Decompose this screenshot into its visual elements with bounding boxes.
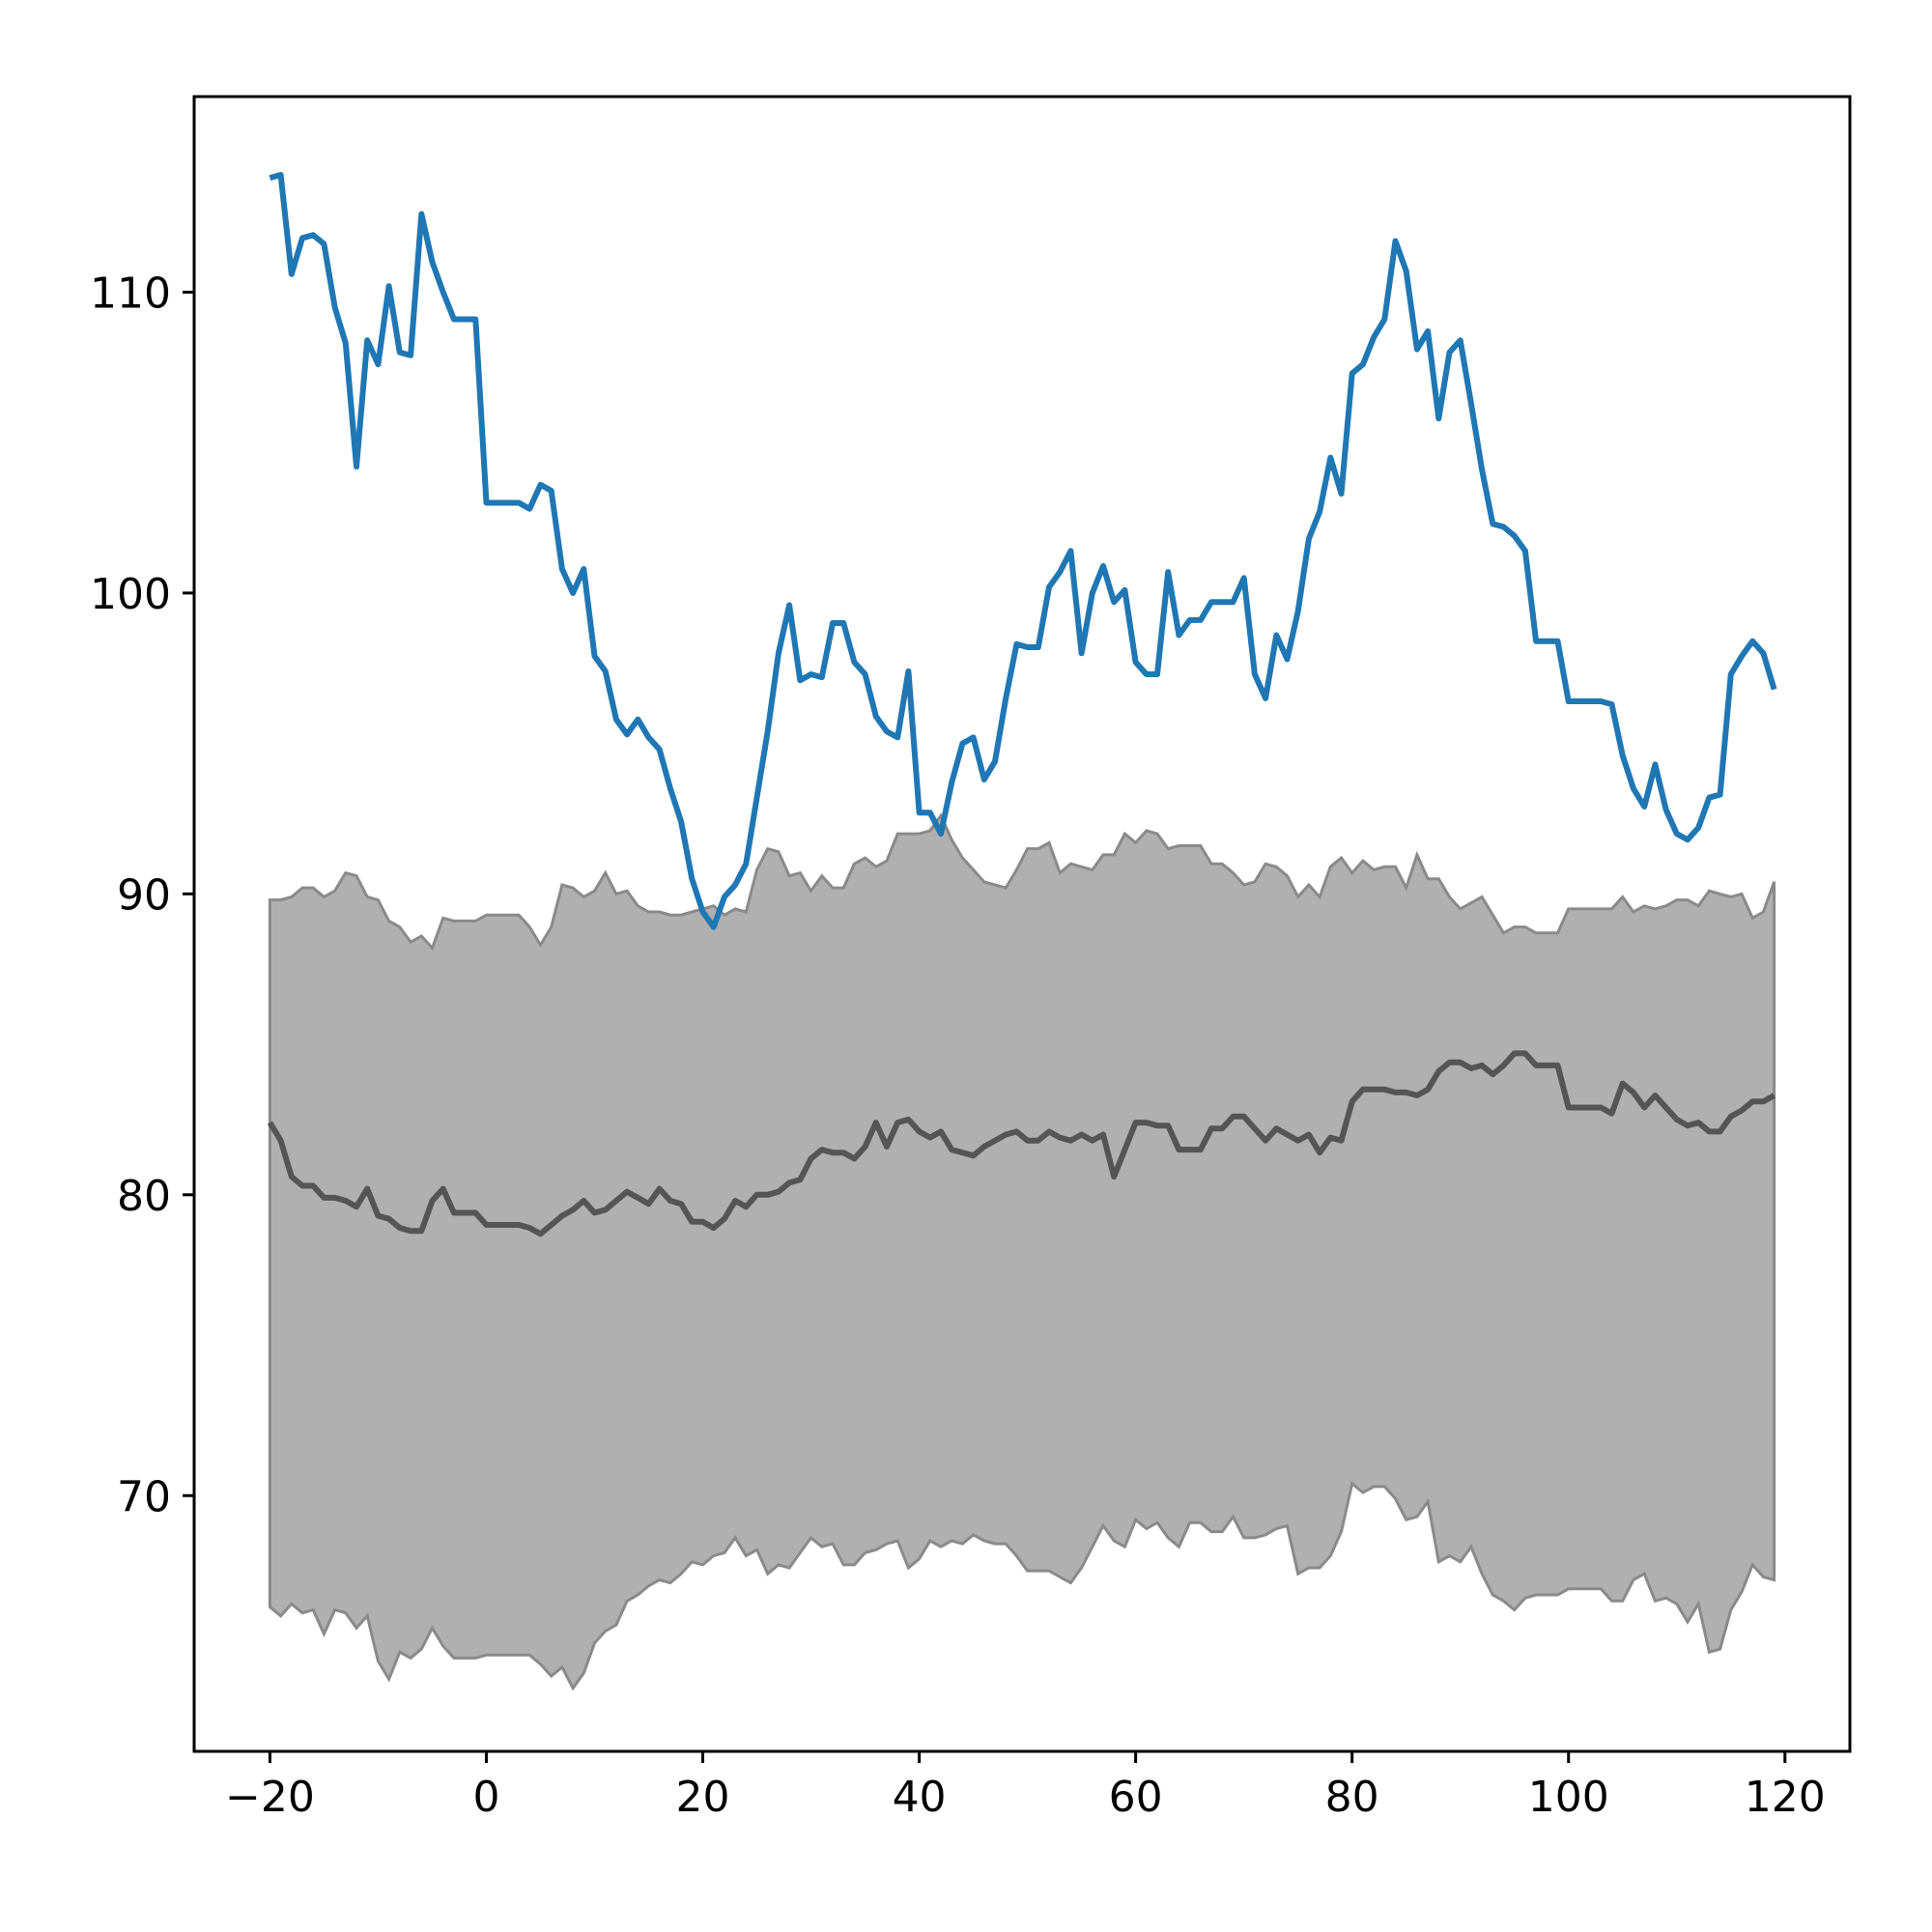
- x-tick-label: 120: [1745, 1773, 1826, 1822]
- x-tick-label: 100: [1528, 1773, 1609, 1822]
- series-line-center: [267, 1050, 1776, 1237]
- y-tick-label: 90: [117, 870, 171, 920]
- x-tick-label: 20: [676, 1773, 730, 1822]
- interval-band: [268, 812, 1776, 1691]
- plot-frame: [192, 95, 1852, 1753]
- x-tick-label: 80: [1325, 1773, 1379, 1822]
- y-tick-label: 70: [117, 1472, 171, 1521]
- y-tick-label: 100: [90, 570, 171, 619]
- x-axis: −20 0 20 40 60 80 100 120: [225, 1751, 1826, 1822]
- y-tick-label: 80: [117, 1172, 171, 1221]
- x-tick-label: 0: [472, 1773, 499, 1822]
- x-tick-label: −20: [225, 1773, 315, 1822]
- plot-area: [267, 172, 1777, 1691]
- y-tick-label: 110: [90, 269, 171, 318]
- x-tick-label: 60: [1109, 1773, 1163, 1822]
- y-axis: 70 80 90 100 110: [90, 269, 194, 1521]
- x-tick-label: 40: [893, 1773, 947, 1822]
- series-line-observed: [269, 172, 1777, 930]
